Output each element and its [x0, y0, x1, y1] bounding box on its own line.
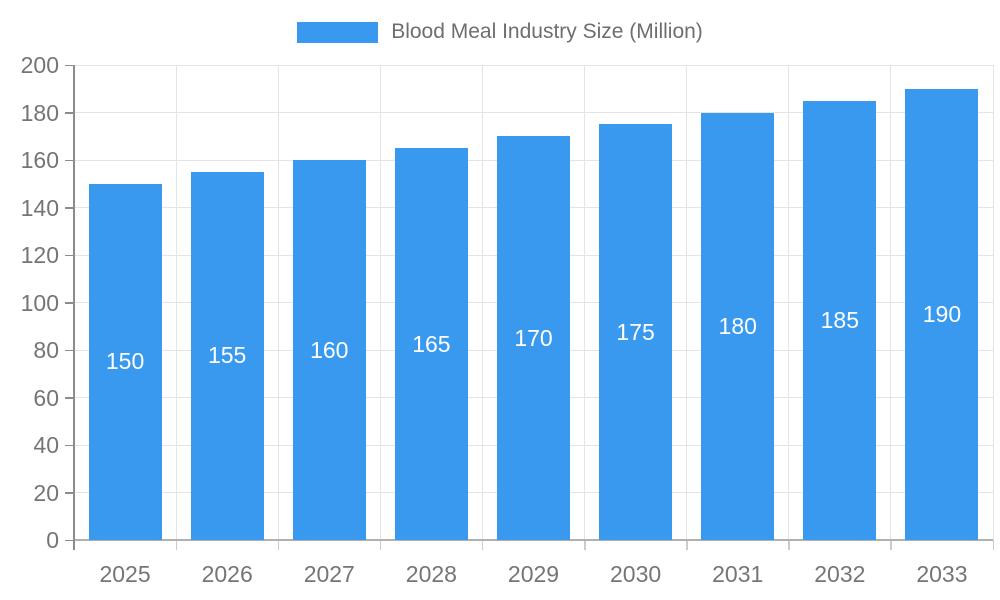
- y-axis-tick: [65, 539, 74, 541]
- y-axis-tick-label: 80: [33, 337, 59, 363]
- x-axis-tick-label: 2028: [405, 561, 457, 587]
- x-axis-tick-label: 2026: [201, 561, 253, 587]
- y-axis-tick: [65, 349, 74, 351]
- bar-2030[interactable]: 175: [599, 124, 673, 540]
- x-axis-tick: [584, 540, 586, 550]
- y-axis-tick-label: 20: [33, 479, 59, 506]
- y-axis-tick-label: 100: [20, 289, 59, 316]
- bar-2029[interactable]: 170: [497, 136, 570, 540]
- y-axis-tick-label: 180: [20, 99, 59, 126]
- y-axis-tick-label: 200: [20, 52, 59, 78]
- y-gridline: [74, 64, 993, 66]
- x-gridline: [379, 65, 381, 540]
- x-axis-tick-label: 2031: [712, 561, 764, 587]
- bar-2026[interactable]: 155: [190, 171, 264, 540]
- x-axis-tick-label: 2030: [610, 561, 662, 587]
- y-axis-tick: [65, 207, 74, 209]
- x-gridline: [584, 65, 586, 540]
- y-axis-tick-label: 60: [33, 384, 59, 411]
- y-axis-tick: [65, 302, 74, 304]
- y-axis-tick: [65, 112, 74, 114]
- y-axis-tick: [65, 444, 74, 446]
- bar-value-label: 180: [718, 312, 757, 339]
- x-gridline: [890, 65, 892, 540]
- bar-2032[interactable]: 185: [803, 100, 877, 540]
- y-axis-tick: [65, 397, 74, 399]
- y-axis-tick: [65, 254, 74, 256]
- x-axis-tick-label: 2032: [814, 561, 866, 587]
- x-axis-tick-label: 2033: [916, 561, 968, 587]
- bar-value-label: 190: [922, 300, 962, 327]
- x-gridline: [992, 65, 994, 540]
- bar-value-label: 185: [820, 306, 860, 333]
- y-axis-tick-label: 0: [46, 527, 59, 553]
- x-axis-tick: [175, 540, 178, 550]
- x-axis-tick: [481, 540, 484, 550]
- x-axis-tick: [788, 540, 790, 550]
- y-axis-line: [73, 65, 75, 550]
- bar-2033[interactable]: 190: [905, 88, 979, 540]
- bar-value-label: 150: [105, 348, 145, 375]
- y-axis-tick-label: 40: [33, 432, 59, 458]
- bar-value-label: 170: [514, 324, 553, 351]
- x-axis-tick: [379, 540, 382, 550]
- y-axis-tick: [65, 492, 74, 494]
- y-axis-tick-label: 160: [20, 147, 59, 173]
- x-gridline: [788, 65, 790, 540]
- y-gridline: [74, 112, 993, 113]
- x-axis-tick: [992, 540, 994, 550]
- bar-value-label: 155: [207, 342, 247, 369]
- y-axis-tick: [65, 159, 74, 161]
- legend-label: Blood Meal Industry Size (Million): [391, 20, 703, 43]
- bar-2031[interactable]: 180: [701, 112, 775, 540]
- y-axis-tick-label: 120: [20, 242, 59, 268]
- bar-2025[interactable]: 150: [88, 183, 162, 540]
- x-axis-tick-label: 2025: [99, 561, 151, 587]
- legend-swatch[interactable]: [297, 21, 379, 43]
- y-axis-tick-label: 140: [20, 194, 59, 221]
- x-gridline: [481, 65, 483, 540]
- x-axis-tick-label: 2029: [507, 561, 560, 587]
- x-axis-tick-label: 2027: [303, 561, 355, 587]
- y-axis-tick: [65, 64, 74, 66]
- x-gridline: [175, 65, 177, 540]
- x-gridline: [686, 65, 688, 540]
- x-axis-tick: [686, 540, 688, 550]
- bar-value-label: 160: [310, 336, 349, 363]
- bar-2028[interactable]: 165: [394, 148, 468, 540]
- bar-value-label: 165: [412, 330, 451, 357]
- legend[interactable]: Blood Meal Industry Size (Million): [0, 20, 1000, 44]
- x-axis-tick: [277, 540, 280, 550]
- bar-2027[interactable]: 160: [292, 160, 366, 540]
- x-axis-line: [74, 539, 993, 541]
- x-gridline: [277, 65, 279, 540]
- bar-value-label: 175: [616, 318, 655, 345]
- x-axis-tick: [890, 540, 892, 550]
